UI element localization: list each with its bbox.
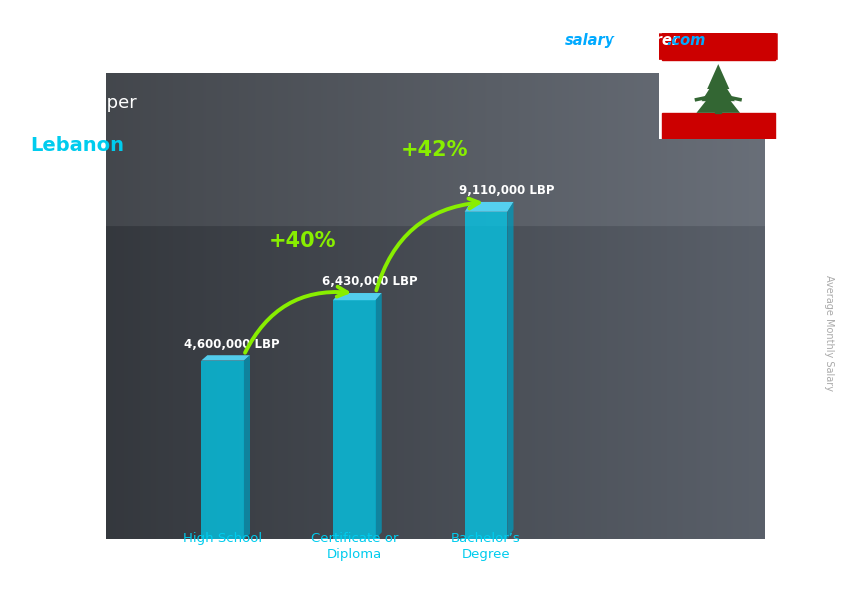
- Text: 9,110,000 LBP: 9,110,000 LBP: [459, 184, 554, 198]
- Polygon shape: [201, 361, 244, 539]
- Text: 6,430,000 LBP: 6,430,000 LBP: [321, 275, 417, 288]
- Text: salary: salary: [565, 33, 615, 48]
- Text: 4,600,000 LBP: 4,600,000 LBP: [184, 338, 280, 351]
- FancyBboxPatch shape: [656, 30, 780, 143]
- Polygon shape: [707, 64, 729, 89]
- Polygon shape: [661, 33, 775, 60]
- Text: Bachelor’s
Degree: Bachelor’s Degree: [451, 531, 521, 561]
- Text: Salary Comparison By Education: Salary Comparison By Education: [30, 42, 538, 70]
- Text: Average Monthly Salary: Average Monthly Salary: [824, 275, 834, 391]
- Text: High School: High School: [183, 531, 262, 545]
- Polygon shape: [244, 355, 250, 539]
- Text: Certificate or
Diploma: Certificate or Diploma: [310, 531, 398, 561]
- Polygon shape: [696, 85, 740, 113]
- Text: explorer: explorer: [610, 33, 679, 48]
- Polygon shape: [701, 75, 735, 101]
- Polygon shape: [465, 202, 513, 211]
- Text: .com: .com: [666, 33, 705, 48]
- Polygon shape: [333, 293, 382, 300]
- FancyBboxPatch shape: [659, 33, 778, 60]
- Polygon shape: [661, 113, 775, 139]
- Text: Bookkeeper: Bookkeeper: [30, 94, 137, 112]
- Polygon shape: [333, 300, 376, 539]
- Text: +40%: +40%: [269, 231, 337, 251]
- Text: Lebanon: Lebanon: [30, 136, 124, 155]
- Polygon shape: [507, 202, 513, 539]
- Polygon shape: [376, 293, 382, 539]
- Text: +42%: +42%: [401, 139, 468, 159]
- Polygon shape: [201, 355, 250, 361]
- Polygon shape: [716, 105, 721, 113]
- Polygon shape: [465, 211, 507, 539]
